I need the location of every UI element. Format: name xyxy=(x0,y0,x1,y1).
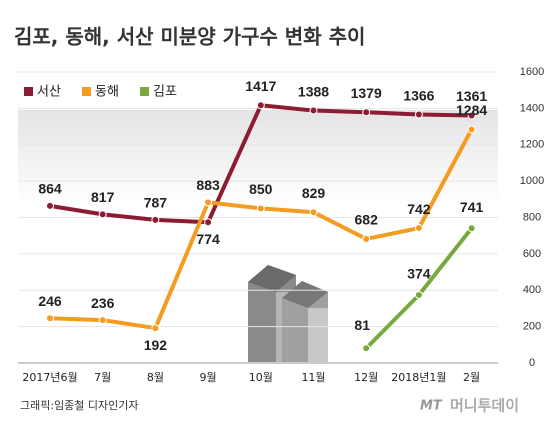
data-label: 1284 xyxy=(456,102,487,118)
x-tick-label: 8월 xyxy=(147,371,164,384)
data-label: 883 xyxy=(196,177,220,193)
y-tick-label: 800 xyxy=(523,211,541,223)
data-label: 864 xyxy=(38,181,62,197)
point xyxy=(256,204,265,213)
data-label: 1379 xyxy=(351,85,382,101)
x-tick-label: 12월 xyxy=(354,371,378,384)
data-label: 742 xyxy=(407,201,431,217)
legend-label: 김포 xyxy=(153,85,177,100)
legend-swatch xyxy=(24,87,33,96)
legend-label: 서산 xyxy=(37,85,61,100)
data-label: 1361 xyxy=(456,88,487,104)
data-label: 774 xyxy=(196,231,220,247)
point xyxy=(46,314,54,323)
data-label: 1366 xyxy=(403,87,434,103)
data-label: 374 xyxy=(407,266,431,282)
data-label: 741 xyxy=(460,199,484,215)
point xyxy=(362,108,371,117)
y-tick-label: 1200 xyxy=(520,139,544,151)
point xyxy=(414,224,423,233)
x-tick-label: 11월 xyxy=(301,371,325,384)
data-label: 817 xyxy=(91,189,115,205)
point xyxy=(309,208,318,217)
point xyxy=(467,224,476,233)
buildings xyxy=(248,265,328,362)
point xyxy=(414,110,423,119)
x-tick-label: 2018년1월 xyxy=(391,371,446,384)
point xyxy=(204,198,213,207)
y-tick-label: 1400 xyxy=(520,102,544,114)
point xyxy=(362,234,371,243)
x-tick-label: 2017년6월 xyxy=(22,371,77,384)
data-label: 81 xyxy=(354,317,370,333)
point xyxy=(309,106,318,115)
data-label: 1417 xyxy=(245,78,276,94)
point xyxy=(204,218,213,227)
point xyxy=(151,324,160,333)
point xyxy=(151,215,160,224)
credit: 그래픽:임종철 디자인기자 xyxy=(20,399,139,412)
legend-label: 동해 xyxy=(95,85,119,100)
data-label: 192 xyxy=(144,337,168,353)
data-label: 829 xyxy=(302,185,326,201)
y-tick-label: 400 xyxy=(523,284,541,296)
x-tick-label: 2월 xyxy=(463,371,480,384)
legend-swatch xyxy=(140,87,149,96)
legend-swatch xyxy=(82,87,91,96)
y-tick-label: 600 xyxy=(523,248,541,260)
point xyxy=(414,290,423,299)
x-tick-label: 10월 xyxy=(249,371,273,384)
point xyxy=(362,344,371,353)
point xyxy=(467,125,476,134)
y-tick-label: 200 xyxy=(523,321,541,333)
data-label: 787 xyxy=(144,195,168,211)
y-tick-label: 1000 xyxy=(520,175,544,187)
x-tick-label: 7월 xyxy=(94,371,111,384)
point xyxy=(467,111,476,120)
logo-mark: MT xyxy=(420,399,443,414)
y-tick-label: 1600 xyxy=(520,66,544,78)
x-tick-label: 9월 xyxy=(200,371,217,384)
data-label: 1388 xyxy=(298,83,329,99)
chart-title: 김포, 동해, 서산 미분양 가구수 변화 추이 xyxy=(14,25,365,49)
point xyxy=(46,201,54,210)
point xyxy=(256,101,265,110)
data-label: 246 xyxy=(38,293,62,309)
point xyxy=(98,210,107,219)
y-tick-label: 0 xyxy=(529,357,535,369)
data-label: 850 xyxy=(249,181,273,197)
logo-text: 머니투데이 xyxy=(450,397,519,415)
band xyxy=(18,110,498,205)
data-label: 236 xyxy=(91,295,115,311)
point xyxy=(98,316,107,325)
data-label: 682 xyxy=(355,212,379,228)
